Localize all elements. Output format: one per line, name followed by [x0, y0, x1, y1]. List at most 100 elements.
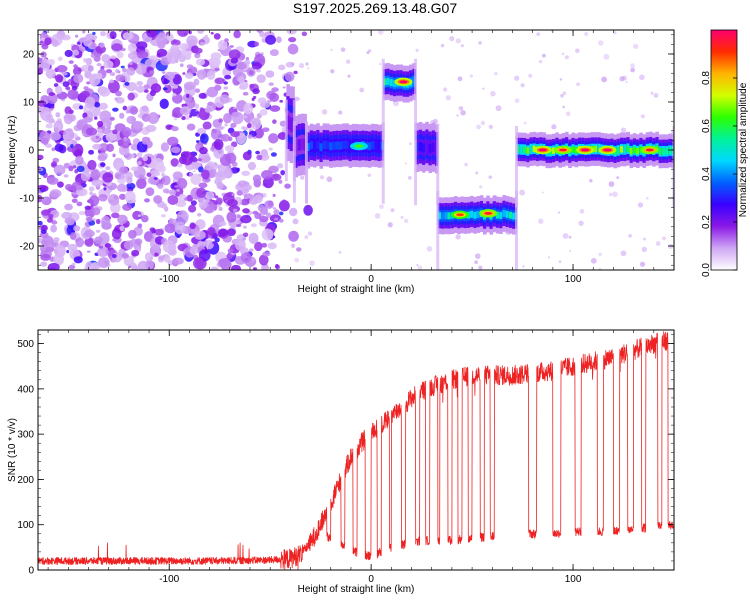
noise-blob — [171, 152, 176, 156]
noise-blob — [196, 158, 203, 162]
noise-dot — [561, 52, 565, 56]
noise-blob — [251, 97, 255, 101]
noise-blob — [219, 94, 230, 104]
track-segment — [418, 141, 423, 152]
noise-blob — [85, 57, 93, 66]
noise-blob — [170, 158, 179, 167]
noise-blob — [86, 250, 91, 253]
noise-dot — [608, 181, 615, 187]
noise-blob — [101, 54, 111, 63]
noise-blob — [167, 136, 179, 147]
noise-dot — [613, 31, 617, 35]
x-tick-label: 100 — [565, 274, 582, 285]
colorbar: 0.0 0.2 0.4 0.6 0.8 Normalized spectral ampl… — [701, 29, 749, 277]
noise-blob — [242, 115, 248, 119]
noise-dot — [340, 47, 346, 52]
noise-dot — [608, 192, 613, 197]
noise-blob — [228, 49, 241, 60]
noise-blob — [111, 212, 120, 219]
noise-blob — [284, 183, 291, 189]
noise-blob — [175, 200, 187, 208]
noise-dot — [547, 256, 551, 259]
hotspot-peak — [558, 148, 567, 152]
noise-blob — [121, 253, 129, 259]
noise-blob — [215, 197, 223, 205]
noise-dot — [569, 249, 572, 252]
noise-blob — [150, 67, 154, 71]
noise-blob — [275, 264, 279, 268]
noise-blob — [161, 71, 166, 74]
noise-blob — [100, 162, 106, 167]
noise-blob — [278, 179, 283, 184]
noise-blob — [164, 71, 175, 81]
noise-blob — [177, 178, 188, 189]
noise-dot — [330, 69, 335, 74]
noise-blob — [237, 76, 245, 83]
noise-blob — [202, 121, 212, 130]
noise-dot — [330, 48, 333, 51]
noise-blob — [131, 117, 136, 122]
noise-blob — [66, 249, 70, 254]
noise-dot — [482, 87, 485, 90]
noise-blob — [286, 30, 297, 35]
noise-blob — [197, 240, 206, 249]
track-segment — [632, 146, 637, 154]
noise-blob — [288, 36, 297, 43]
noise-blob — [241, 188, 249, 194]
noise-blob — [134, 238, 143, 245]
track-segment — [338, 141, 343, 150]
noise-dot — [601, 76, 608, 83]
noise-blob — [197, 69, 207, 80]
noise-blob — [272, 207, 277, 210]
noise-blob — [153, 177, 158, 180]
noise-blob — [189, 222, 196, 230]
spectrogram-xlabel: Height of straight line (km) — [298, 284, 415, 295]
noise-blob — [46, 176, 59, 185]
spectrogram-ylabel: Frequency (Hz) — [7, 116, 18, 185]
hotspot-peak — [355, 144, 364, 148]
noise-blob — [73, 256, 83, 264]
noise-dot — [321, 109, 328, 115]
noise-blob — [195, 109, 199, 112]
noise-blob — [64, 218, 72, 224]
noise-blob — [111, 43, 123, 52]
noise-blob — [273, 217, 279, 221]
noise-blob — [272, 119, 277, 124]
noise-blob — [126, 182, 136, 190]
noise-blob — [118, 193, 127, 200]
noise-dot — [536, 32, 541, 37]
noise-blob — [212, 165, 218, 170]
noise-blob — [90, 169, 101, 181]
track-segment — [306, 143, 311, 152]
noise-blob — [38, 57, 43, 65]
track-segment — [552, 147, 556, 154]
noise-blob — [181, 116, 186, 121]
noise-dot — [291, 62, 295, 66]
noise-blob — [281, 199, 287, 205]
track-segment — [522, 146, 527, 153]
noise-dot — [326, 176, 333, 183]
noise-blob — [47, 93, 58, 105]
noise-blob — [224, 38, 229, 42]
noise-dot — [458, 106, 464, 111]
streak — [436, 123, 440, 206]
noise-blob — [82, 30, 86, 34]
noise-dot — [628, 234, 632, 238]
noise-blob — [115, 74, 126, 82]
noise-blob — [197, 212, 202, 217]
noise-blob — [227, 248, 234, 254]
noise-blob — [182, 72, 186, 75]
track-segment — [329, 142, 333, 151]
noise-dot — [488, 124, 493, 129]
noise-blob — [303, 204, 313, 216]
noise-blob — [51, 39, 59, 47]
noise-blob — [256, 74, 266, 84]
noise-dot — [409, 142, 412, 146]
noise-blob — [83, 37, 93, 47]
track-segment — [300, 138, 305, 151]
noise-blob — [154, 252, 159, 257]
track-segment — [297, 139, 302, 151]
noise-blob — [126, 176, 133, 184]
noise-blob — [210, 31, 214, 35]
